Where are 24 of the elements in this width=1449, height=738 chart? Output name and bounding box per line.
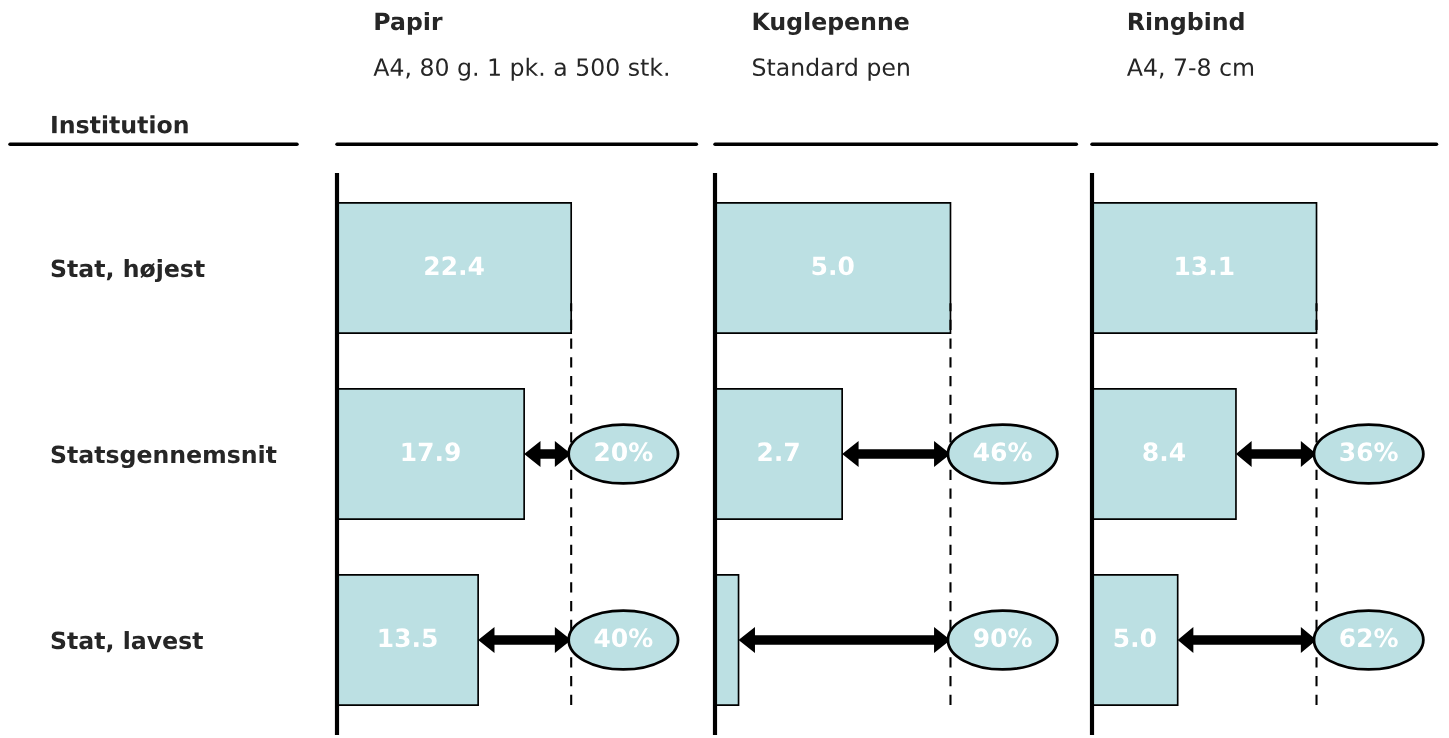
chart-subtitle: A4, 7-8 cm [1126,58,1254,79]
y-tick-label: Statsgennemsnit [51,445,277,469]
annotation: 36% [1340,442,1398,462]
y-tick-label: Stat, højest [51,259,205,283]
data-label: 2.7 [758,442,799,461]
data-label: 5.0 [812,256,854,276]
annotation: 20% [595,442,653,462]
y-axis-title: Institution [52,115,188,134]
data-label: 22.4 [425,256,484,275]
data-label: 5.0 [1114,628,1156,648]
chart-title: Kuglepenne [753,11,909,36]
chart-subtitle: A4, 80 g. 1 pk. a 500 stk. [373,57,668,81]
annotation: 62% [1340,628,1398,648]
chart-subtitle: Standard pen [753,57,909,81]
chart-title: Papir [375,11,443,35]
annotation: 90% [974,628,1032,648]
data-label: 8.4 [1143,442,1185,462]
chart-title: Ringbind [1128,11,1244,36]
y-tick-label: Stat, lavest [51,631,203,653]
data-label: 17.9 [402,442,460,462]
data-label: 13.5 [379,628,437,648]
data-label: 13.1 [1176,256,1234,276]
annotation: 40% [594,628,653,648]
annotation: 46% [973,442,1032,462]
